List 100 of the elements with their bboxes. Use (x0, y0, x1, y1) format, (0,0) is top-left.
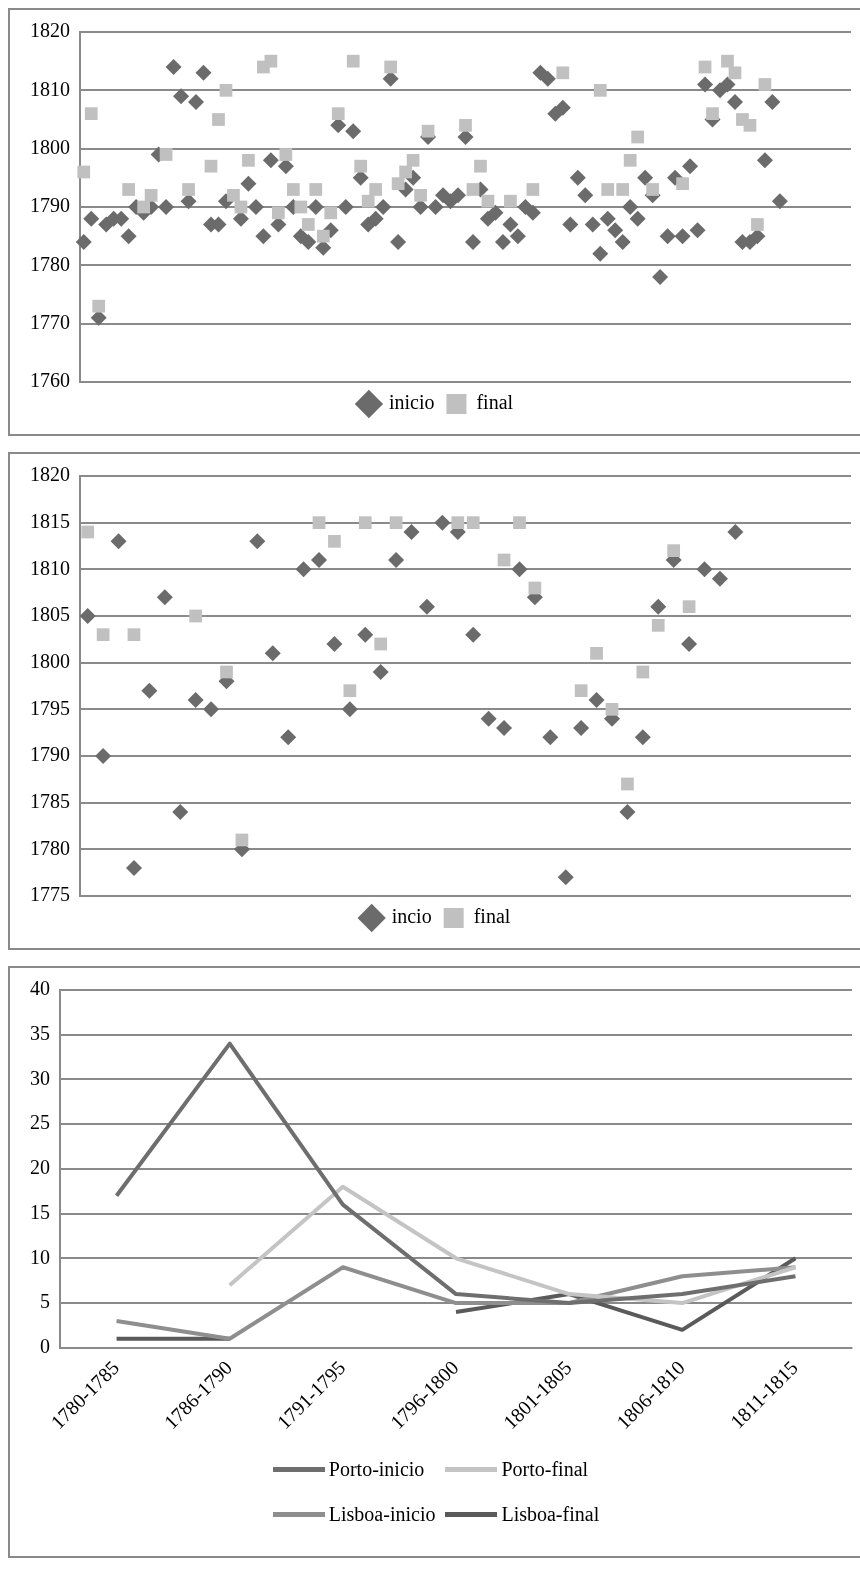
point (204, 159, 218, 173)
y-tick-label: 1805 (30, 603, 70, 626)
y-tick-label: 5 (40, 1290, 50, 1313)
point (279, 148, 293, 161)
y-tick-label: 1760 (30, 369, 70, 392)
point (728, 66, 742, 80)
point (341, 701, 358, 718)
point (526, 183, 540, 196)
point (590, 646, 603, 660)
point (187, 692, 204, 708)
point (466, 516, 480, 530)
point (421, 124, 435, 138)
y-tick-label: 30 (30, 1066, 50, 1089)
point (631, 130, 645, 144)
point (346, 54, 360, 68)
y-tick-label: 1820 (30, 19, 70, 42)
point (681, 636, 698, 652)
y-tick-label: 35 (30, 1021, 50, 1044)
point (650, 598, 667, 615)
point (358, 516, 372, 530)
point (706, 107, 719, 121)
legend-label: final (476, 391, 514, 414)
y-tick-label: 20 (30, 1156, 50, 1179)
point (343, 684, 357, 698)
point (451, 516, 465, 530)
y-tick-label: 1780 (30, 252, 70, 275)
point (312, 516, 326, 530)
point (743, 118, 757, 132)
point (96, 628, 110, 642)
point (588, 692, 605, 708)
point (621, 777, 634, 791)
point (593, 83, 607, 97)
point (328, 534, 341, 548)
point (127, 628, 141, 642)
point (324, 206, 338, 220)
point (682, 600, 696, 614)
point (384, 60, 398, 74)
y-tick-label: 10 (30, 1245, 50, 1268)
y-tick-label: 1800 (30, 649, 70, 672)
point (316, 229, 330, 243)
point (354, 159, 368, 173)
point (137, 200, 150, 214)
legend-label: final (473, 905, 511, 928)
y-tick-label: 25 (30, 1111, 50, 1134)
legend-label: Porto-inicio (328, 1458, 425, 1481)
y-tick-label: 40 (30, 977, 50, 1000)
point (574, 684, 588, 698)
point (144, 188, 158, 202)
point (295, 561, 312, 578)
y-tick-label: 1790 (30, 743, 70, 766)
legend-label: inicio (388, 391, 435, 414)
y-tick-label: 1800 (30, 135, 70, 158)
point (280, 729, 297, 746)
point (391, 177, 405, 191)
point (459, 118, 472, 132)
point (311, 552, 328, 568)
point (465, 626, 482, 643)
point (667, 544, 681, 558)
point (125, 860, 142, 876)
point (81, 525, 95, 539)
point (220, 665, 233, 679)
point (372, 664, 389, 680)
point (721, 54, 734, 68)
point (309, 183, 323, 196)
point (605, 702, 619, 716)
y-tick-label: 1790 (30, 194, 70, 217)
point (95, 748, 112, 764)
point (264, 645, 281, 662)
point (141, 682, 158, 699)
point (331, 107, 345, 121)
point (159, 148, 173, 161)
point (361, 194, 375, 208)
point (84, 107, 98, 121)
point (751, 218, 764, 231)
y-tick-label: 1785 (30, 789, 70, 812)
point (557, 869, 574, 886)
point (513, 516, 526, 530)
legend-label: Lisboa-inicio (328, 1503, 436, 1526)
point (388, 552, 405, 568)
point (389, 516, 403, 530)
point (403, 524, 420, 540)
point (758, 78, 772, 91)
point (496, 720, 513, 736)
point (122, 183, 136, 196)
point (616, 183, 630, 196)
point (249, 533, 266, 550)
point (646, 183, 659, 196)
point (434, 514, 451, 531)
point (264, 54, 278, 68)
point (212, 113, 225, 126)
y-tick-label: 1770 (30, 310, 70, 333)
point (79, 608, 96, 624)
point (636, 665, 650, 679)
y-tick-label: 0 (40, 1335, 50, 1357)
point (634, 729, 651, 746)
legend-label: incio (391, 905, 432, 928)
y-tick-label: 1810 (30, 556, 70, 579)
y-tick-label: 1775 (30, 883, 70, 906)
point (480, 710, 497, 727)
legend-label: Porto-final (501, 1458, 589, 1481)
